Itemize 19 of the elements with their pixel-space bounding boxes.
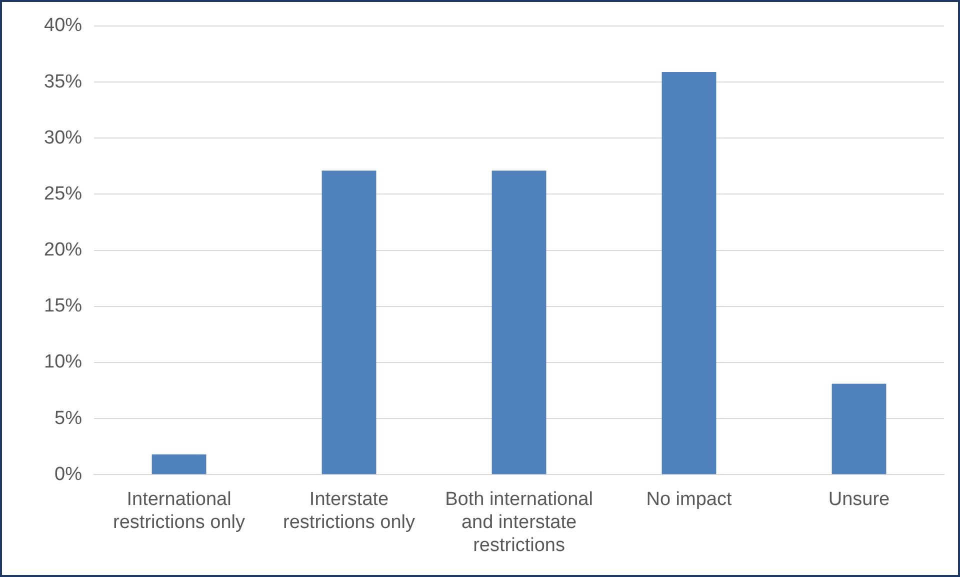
y-tick-label: 5% [54,408,82,429]
bar [492,170,546,474]
y-tick-label: 25% [44,183,82,204]
y-tick-label: 40% [44,15,82,36]
y-tick-label: 35% [44,71,82,92]
y-tick-label: 10% [44,352,82,373]
x-tick-label: No impact [646,489,732,510]
y-tick-label: 0% [54,464,82,485]
x-tick-label: Interstate restrictions only [283,489,416,534]
x-tick-label: Both international and interstate restrictions [445,489,593,556]
bar [152,454,206,474]
y-tick-label: 20% [44,240,82,261]
y-tick-label: 15% [44,296,82,317]
bar [322,170,376,474]
bar [662,72,716,474]
bar [832,384,886,474]
x-tick-label: Unsure [828,489,890,510]
x-tick-label: International restrictions only [113,489,246,534]
y-tick-label: 30% [44,127,82,148]
